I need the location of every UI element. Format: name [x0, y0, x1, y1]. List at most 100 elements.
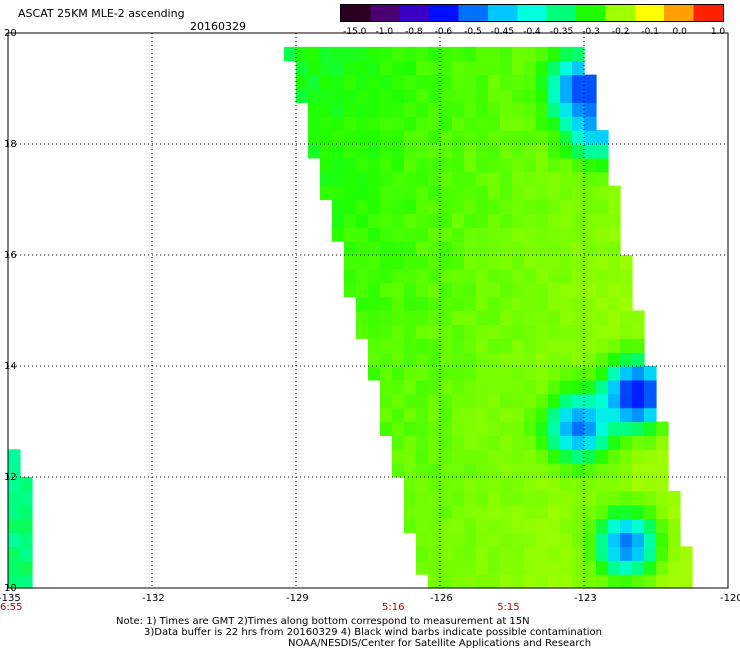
swath-cell [608, 352, 621, 367]
swath-cell [596, 241, 609, 256]
swath-cell [548, 574, 561, 589]
chart-date: 20160329 [190, 20, 246, 33]
x-tick-label: -129 [286, 593, 309, 604]
swath-cell [476, 393, 489, 409]
swath-cell [500, 449, 513, 464]
swath-cell [416, 379, 429, 395]
swath-cell [524, 185, 537, 201]
swath-cell [572, 171, 585, 187]
swath-cell [584, 185, 597, 201]
swath-cell [464, 116, 477, 131]
swath-cell [428, 532, 441, 547]
swath-cell [452, 352, 465, 367]
swath-cell [404, 227, 417, 242]
swath-cell [500, 102, 513, 117]
swath-cell [476, 60, 489, 76]
swath-cell [488, 88, 501, 103]
swath-cell [644, 490, 657, 506]
swath-cell [380, 352, 393, 367]
swath-cell [488, 490, 501, 506]
swath-cell [536, 421, 549, 436]
swath-cell [500, 546, 513, 561]
swath-cell [416, 46, 429, 62]
swath-cell [500, 268, 513, 284]
swath-cell [596, 574, 609, 589]
swath-cell [404, 352, 417, 367]
swath-cell [560, 144, 573, 159]
swath-cell [332, 74, 345, 90]
y-tick-label: 18 [4, 139, 17, 150]
swath-cell [320, 157, 333, 173]
swath-cell [452, 324, 465, 339]
swath-cell [452, 338, 465, 353]
footer-note-1: Note: 1) Times are GMT 2)Times along bot… [116, 616, 530, 627]
swath-cell [464, 338, 477, 353]
swath-cell [488, 144, 501, 159]
swath-cell [548, 116, 561, 131]
swath-cell [644, 574, 657, 589]
swath-cell [632, 449, 645, 464]
swath-cell [356, 296, 369, 312]
swath-cell [572, 185, 585, 201]
swath-cell [512, 463, 525, 478]
swath-cell [488, 366, 501, 381]
swath-cell [392, 255, 405, 270]
swath-cell [560, 199, 573, 214]
swath-cell [632, 352, 645, 367]
swath-cell [296, 46, 309, 62]
swath-cell [380, 88, 393, 103]
swath-cell [380, 338, 393, 353]
swath-cell [428, 213, 441, 228]
swath-cell [344, 227, 357, 242]
swath-cell [608, 296, 621, 312]
swath-cell [632, 504, 645, 520]
swath-cell [668, 504, 681, 520]
swath-cell [476, 213, 489, 228]
swath-cell [332, 213, 345, 228]
swath-cell [584, 352, 597, 367]
swath-cell [416, 435, 429, 450]
swath-cell [524, 296, 537, 312]
swath-cell [476, 449, 489, 464]
swath-cell [668, 560, 681, 575]
swath-cell [476, 241, 489, 256]
swath-cell [608, 324, 621, 339]
swath-cell [632, 574, 645, 589]
swath-cell [632, 560, 645, 575]
swath-cell [320, 88, 333, 103]
swath-cell [548, 532, 561, 547]
swath-cell [668, 574, 681, 589]
swath-cell [548, 379, 561, 395]
swath-cell [476, 268, 489, 284]
swath-cell [440, 241, 453, 256]
swath-cell [584, 449, 597, 464]
swath-cell [632, 338, 645, 353]
swath-cell [548, 463, 561, 478]
swath-cell [488, 379, 501, 395]
swath-cell [368, 144, 381, 159]
swath-cell [620, 310, 633, 325]
swath-cell [656, 449, 669, 464]
swath-cell [608, 407, 621, 423]
swath-cell [512, 532, 525, 547]
swath-cell [620, 379, 633, 395]
swath-cell [644, 477, 657, 492]
swath-cell [344, 241, 357, 256]
swath-cell [308, 144, 321, 159]
colorbar-label: -0.1 [641, 27, 659, 37]
swath-cell [368, 46, 381, 62]
swath-cell [548, 171, 561, 187]
swath-cell [428, 463, 441, 478]
swath-cell [488, 227, 501, 242]
swath-cell [368, 310, 381, 325]
swath-cell [572, 393, 585, 409]
swath-cell [548, 88, 561, 103]
swath-cell [428, 268, 441, 284]
swath-cell [404, 477, 417, 492]
swath-cell [392, 324, 405, 339]
swath-cell [392, 60, 405, 76]
swath-cell [572, 199, 585, 214]
swath-cell [452, 199, 465, 214]
swath-cell [512, 227, 525, 242]
swath-cell [428, 504, 441, 520]
